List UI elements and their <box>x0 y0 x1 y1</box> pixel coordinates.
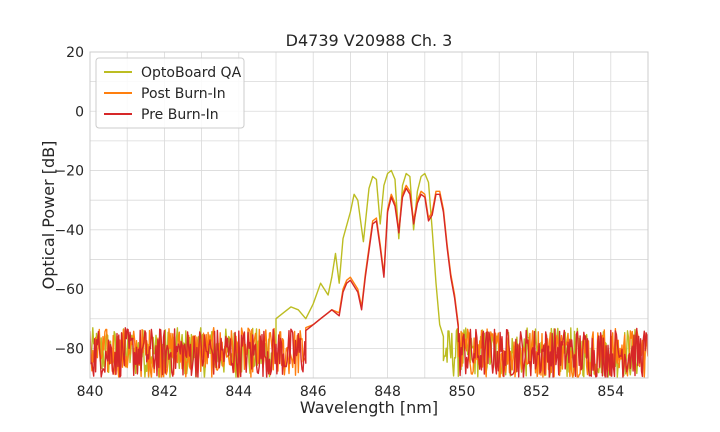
x-tick-label: 854 <box>597 384 624 400</box>
x-tick-label: 844 <box>225 384 252 400</box>
chart-title: D4739 V20988 Ch. 3 <box>286 31 453 50</box>
series-layer <box>90 169 648 378</box>
y-tick-labels: 20 0 −20 −40 −60 −80 <box>54 45 84 357</box>
legend-box <box>95 57 245 129</box>
legend-label: Post Burn-In <box>141 86 226 102</box>
y-tick-label: 20 <box>66 45 84 61</box>
y-axis-title: Optical Power [dB] <box>39 141 58 290</box>
x-tick-label: 850 <box>449 384 476 400</box>
legend: OptoBoard QA Post Burn-In Pre Burn-In <box>95 57 245 129</box>
legend-label: OptoBoard QA <box>141 65 242 81</box>
x-tick-label: 848 <box>374 384 401 400</box>
legend-label: Pre Burn-In <box>141 107 219 123</box>
y-tick-label: 0 <box>75 104 84 120</box>
x-tick-labels: 840 842 844 846 848 850 852 854 <box>77 384 625 400</box>
y-tick-label: −80 <box>54 341 84 357</box>
x-tick-label: 846 <box>300 384 327 400</box>
y-tick-label: −60 <box>54 282 84 298</box>
x-axis-title: Wavelength [nm] <box>300 398 438 417</box>
y-tick-label: −20 <box>54 164 84 180</box>
x-tick-label: 840 <box>77 384 104 400</box>
x-tick-label: 852 <box>523 384 550 400</box>
plot-frame <box>89 51 649 379</box>
series-line-2 <box>90 187 648 378</box>
x-tick-label: 842 <box>151 384 178 400</box>
y-tick-label: −40 <box>54 223 84 239</box>
